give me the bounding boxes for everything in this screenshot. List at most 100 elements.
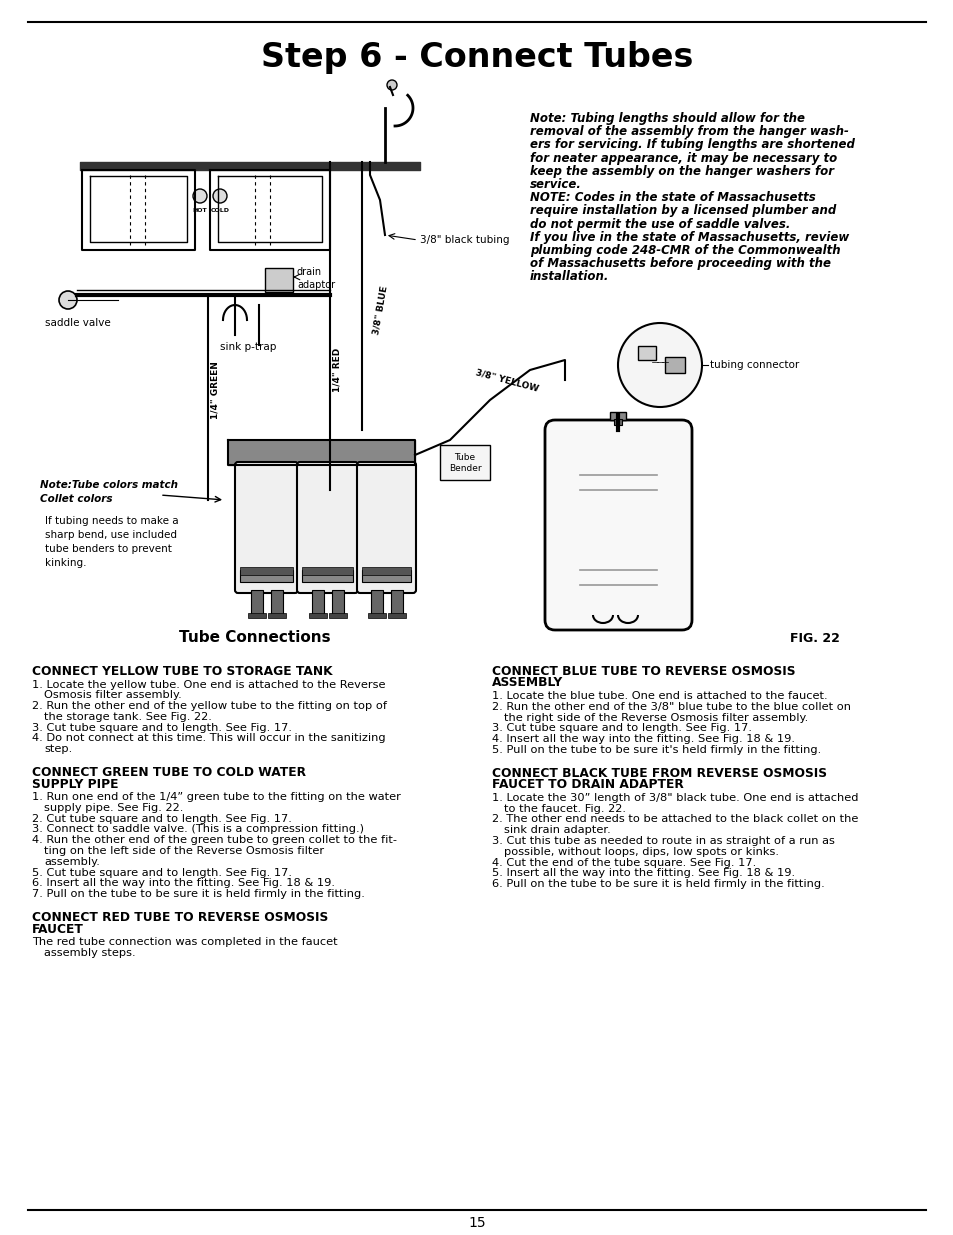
Text: the storage tank. See Fig. 22.: the storage tank. See Fig. 22.: [44, 711, 212, 722]
Bar: [309, 613, 327, 618]
Text: 2. Run the other end of the 3/8" blue tube to the blue collet on: 2. Run the other end of the 3/8" blue tu…: [492, 701, 850, 711]
Text: drain: drain: [296, 267, 322, 277]
Text: Note: Tubing lengths should allow for the: Note: Tubing lengths should allow for th…: [530, 112, 804, 125]
Text: SUPPLY PIPE: SUPPLY PIPE: [32, 778, 118, 790]
Text: require installation by a licensed plumber and: require installation by a licensed plumb…: [530, 205, 836, 217]
Text: assembly.: assembly.: [44, 857, 100, 867]
Text: 1/4" GREEN: 1/4" GREEN: [211, 361, 220, 419]
Bar: [361, 567, 411, 576]
Text: Osmosis filter assembly.: Osmosis filter assembly.: [44, 690, 182, 700]
Text: ASSEMBLY: ASSEMBLY: [492, 677, 562, 689]
Text: COLD: COLD: [211, 207, 230, 212]
Text: 2. The other end needs to be attached to the black collet on the: 2. The other end needs to be attached to…: [492, 814, 858, 825]
Bar: [240, 567, 293, 576]
Text: 5. Insert all the way into the fitting. See Fig. 18 & 19.: 5. Insert all the way into the fitting. …: [492, 868, 794, 878]
Text: saddle valve: saddle valve: [45, 317, 111, 329]
Bar: [614, 419, 621, 425]
Text: Tube
Bender: Tube Bender: [448, 453, 481, 473]
Text: CONNECT BLUE TUBE TO REVERSE OSMOSIS: CONNECT BLUE TUBE TO REVERSE OSMOSIS: [492, 664, 795, 678]
Text: CONNECT YELLOW TUBE TO STORAGE TANK: CONNECT YELLOW TUBE TO STORAGE TANK: [32, 664, 333, 678]
Text: Tube Connections: Tube Connections: [179, 631, 331, 646]
FancyBboxPatch shape: [296, 462, 357, 593]
Text: 1. Run one end of the 1/4” green tube to the fitting on the water: 1. Run one end of the 1/4” green tube to…: [32, 792, 400, 802]
Bar: [312, 590, 324, 615]
Text: service.: service.: [530, 178, 581, 191]
Text: CONNECT GREEN TUBE TO COLD WATER: CONNECT GREEN TUBE TO COLD WATER: [32, 766, 306, 779]
Text: for neater appearance, it may be necessary to: for neater appearance, it may be necessa…: [530, 152, 837, 164]
Text: sink drain adapter.: sink drain adapter.: [503, 825, 610, 835]
Text: FAUCET: FAUCET: [32, 923, 84, 936]
Text: FAUCET TO DRAIN ADAPTER: FAUCET TO DRAIN ADAPTER: [492, 778, 683, 792]
Bar: [268, 613, 286, 618]
Bar: [638, 346, 656, 359]
Text: adaptor: adaptor: [296, 280, 335, 290]
Text: ers for servicing. If tubing lengths are shortened: ers for servicing. If tubing lengths are…: [530, 138, 854, 152]
FancyBboxPatch shape: [234, 462, 297, 593]
Text: 7. Pull on the tube to be sure it is held firmly in the fitting.: 7. Pull on the tube to be sure it is hel…: [32, 889, 364, 899]
Text: 1. Locate the 30” length of 3/8" black tube. One end is attached: 1. Locate the 30” length of 3/8" black t…: [492, 793, 858, 803]
Text: HOT: HOT: [193, 207, 207, 212]
Bar: [271, 590, 283, 615]
Text: to the faucet. Fig. 22.: to the faucet. Fig. 22.: [503, 804, 625, 814]
Bar: [609, 412, 625, 420]
Bar: [371, 590, 382, 615]
Text: removal of the assembly from the hanger wash-: removal of the assembly from the hanger …: [530, 125, 848, 138]
Text: 6. Insert all the way into the fitting. See Fig. 18 & 19.: 6. Insert all the way into the fitting. …: [32, 878, 335, 888]
Text: 2. Run the other end of the yellow tube to the fitting on top of: 2. Run the other end of the yellow tube …: [32, 701, 387, 711]
Bar: [329, 613, 347, 618]
Bar: [332, 590, 344, 615]
Text: installation.: installation.: [530, 270, 609, 283]
Text: 3. Cut tube square and to length. See Fig. 17.: 3. Cut tube square and to length. See Fi…: [32, 722, 292, 732]
Text: CONNECT BLACK TUBE FROM REVERSE OSMOSIS: CONNECT BLACK TUBE FROM REVERSE OSMOSIS: [492, 767, 826, 779]
Bar: [302, 567, 353, 576]
Bar: [248, 613, 266, 618]
Text: supply pipe. See Fig. 22.: supply pipe. See Fig. 22.: [44, 803, 183, 813]
Text: 15: 15: [468, 1216, 485, 1230]
Text: 2. Cut tube square and to length. See Fig. 17.: 2. Cut tube square and to length. See Fi…: [32, 814, 292, 824]
Bar: [302, 571, 353, 582]
Text: 3/8" YELLOW: 3/8" YELLOW: [475, 367, 539, 393]
Bar: [439, 445, 490, 480]
Text: 5. Pull on the tube to be sure it's held firmly in the fitting.: 5. Pull on the tube to be sure it's held…: [492, 745, 821, 755]
FancyBboxPatch shape: [356, 462, 416, 593]
Text: Step 6 - Connect Tubes: Step 6 - Connect Tubes: [260, 42, 693, 74]
Text: FIG. 22: FIG. 22: [789, 631, 840, 645]
Text: If tubing needs to make a
sharp bend, use included
tube benders to prevent
kinki: If tubing needs to make a sharp bend, us…: [45, 516, 178, 568]
FancyBboxPatch shape: [544, 420, 691, 630]
Bar: [251, 590, 263, 615]
Text: 3/8" black tubing: 3/8" black tubing: [419, 235, 509, 245]
Bar: [664, 357, 684, 373]
Bar: [265, 268, 293, 291]
Circle shape: [387, 80, 396, 90]
Text: 4. Insert all the way into the fitting. See Fig. 18 & 19.: 4. Insert all the way into the fitting. …: [492, 734, 794, 745]
Text: CONNECT RED TUBE TO REVERSE OSMOSIS: CONNECT RED TUBE TO REVERSE OSMOSIS: [32, 911, 328, 924]
Text: 3. Cut this tube as needed to route in as straight of a run as: 3. Cut this tube as needed to route in a…: [492, 836, 834, 846]
Text: plumbing code 248-CMR of the Commonwealth: plumbing code 248-CMR of the Commonwealt…: [530, 245, 840, 257]
Text: 5. Cut tube square and to length. See Fig. 17.: 5. Cut tube square and to length. See Fi…: [32, 868, 292, 878]
Bar: [391, 590, 402, 615]
Text: do not permit the use of saddle valves.: do not permit the use of saddle valves.: [530, 217, 789, 231]
Text: 1. Locate the blue tube. One end is attached to the faucet.: 1. Locate the blue tube. One end is atta…: [492, 692, 827, 701]
Circle shape: [618, 324, 701, 408]
Text: step.: step.: [44, 745, 72, 755]
Bar: [368, 613, 386, 618]
Text: possible, without loops, dips, low spots or kinks.: possible, without loops, dips, low spots…: [503, 847, 779, 857]
Text: Note:Tube colors match: Note:Tube colors match: [40, 480, 178, 490]
Text: 3. Cut tube square and to length. See Fig. 17.: 3. Cut tube square and to length. See Fi…: [492, 724, 751, 734]
Text: 1. Locate the yellow tube. One end is attached to the Reverse: 1. Locate the yellow tube. One end is at…: [32, 679, 385, 689]
Bar: [240, 571, 293, 582]
Text: 3. Connect to saddle valve. (This is a compression fitting.): 3. Connect to saddle valve. (This is a c…: [32, 825, 364, 835]
Text: 4. Run the other end of the green tube to green collet to the fit-: 4. Run the other end of the green tube t…: [32, 835, 396, 845]
Text: the right side of the Reverse Osmosis filter assembly.: the right side of the Reverse Osmosis fi…: [503, 713, 807, 722]
Text: 3/8" BLUE: 3/8" BLUE: [372, 285, 389, 335]
Circle shape: [213, 189, 227, 203]
Text: The red tube connection was completed in the faucet: The red tube connection was completed in…: [32, 937, 337, 947]
Text: ting on the left side of the Reverse Osmosis filter: ting on the left side of the Reverse Osm…: [44, 846, 324, 856]
Text: 4. Do not connect at this time. This will occur in the sanitizing: 4. Do not connect at this time. This wil…: [32, 734, 385, 743]
Circle shape: [59, 291, 77, 309]
Text: of Massachusetts before proceeding with the: of Massachusetts before proceeding with …: [530, 257, 830, 270]
Text: 6. Pull on the tube to be sure it is held firmly in the fitting.: 6. Pull on the tube to be sure it is hel…: [492, 879, 824, 889]
Text: assembly steps.: assembly steps.: [44, 948, 135, 958]
Text: If you live in the state of Massachusetts, review: If you live in the state of Massachusett…: [530, 231, 848, 243]
Text: NOTE: Codes in the state of Massachusetts: NOTE: Codes in the state of Massachusett…: [530, 191, 815, 204]
